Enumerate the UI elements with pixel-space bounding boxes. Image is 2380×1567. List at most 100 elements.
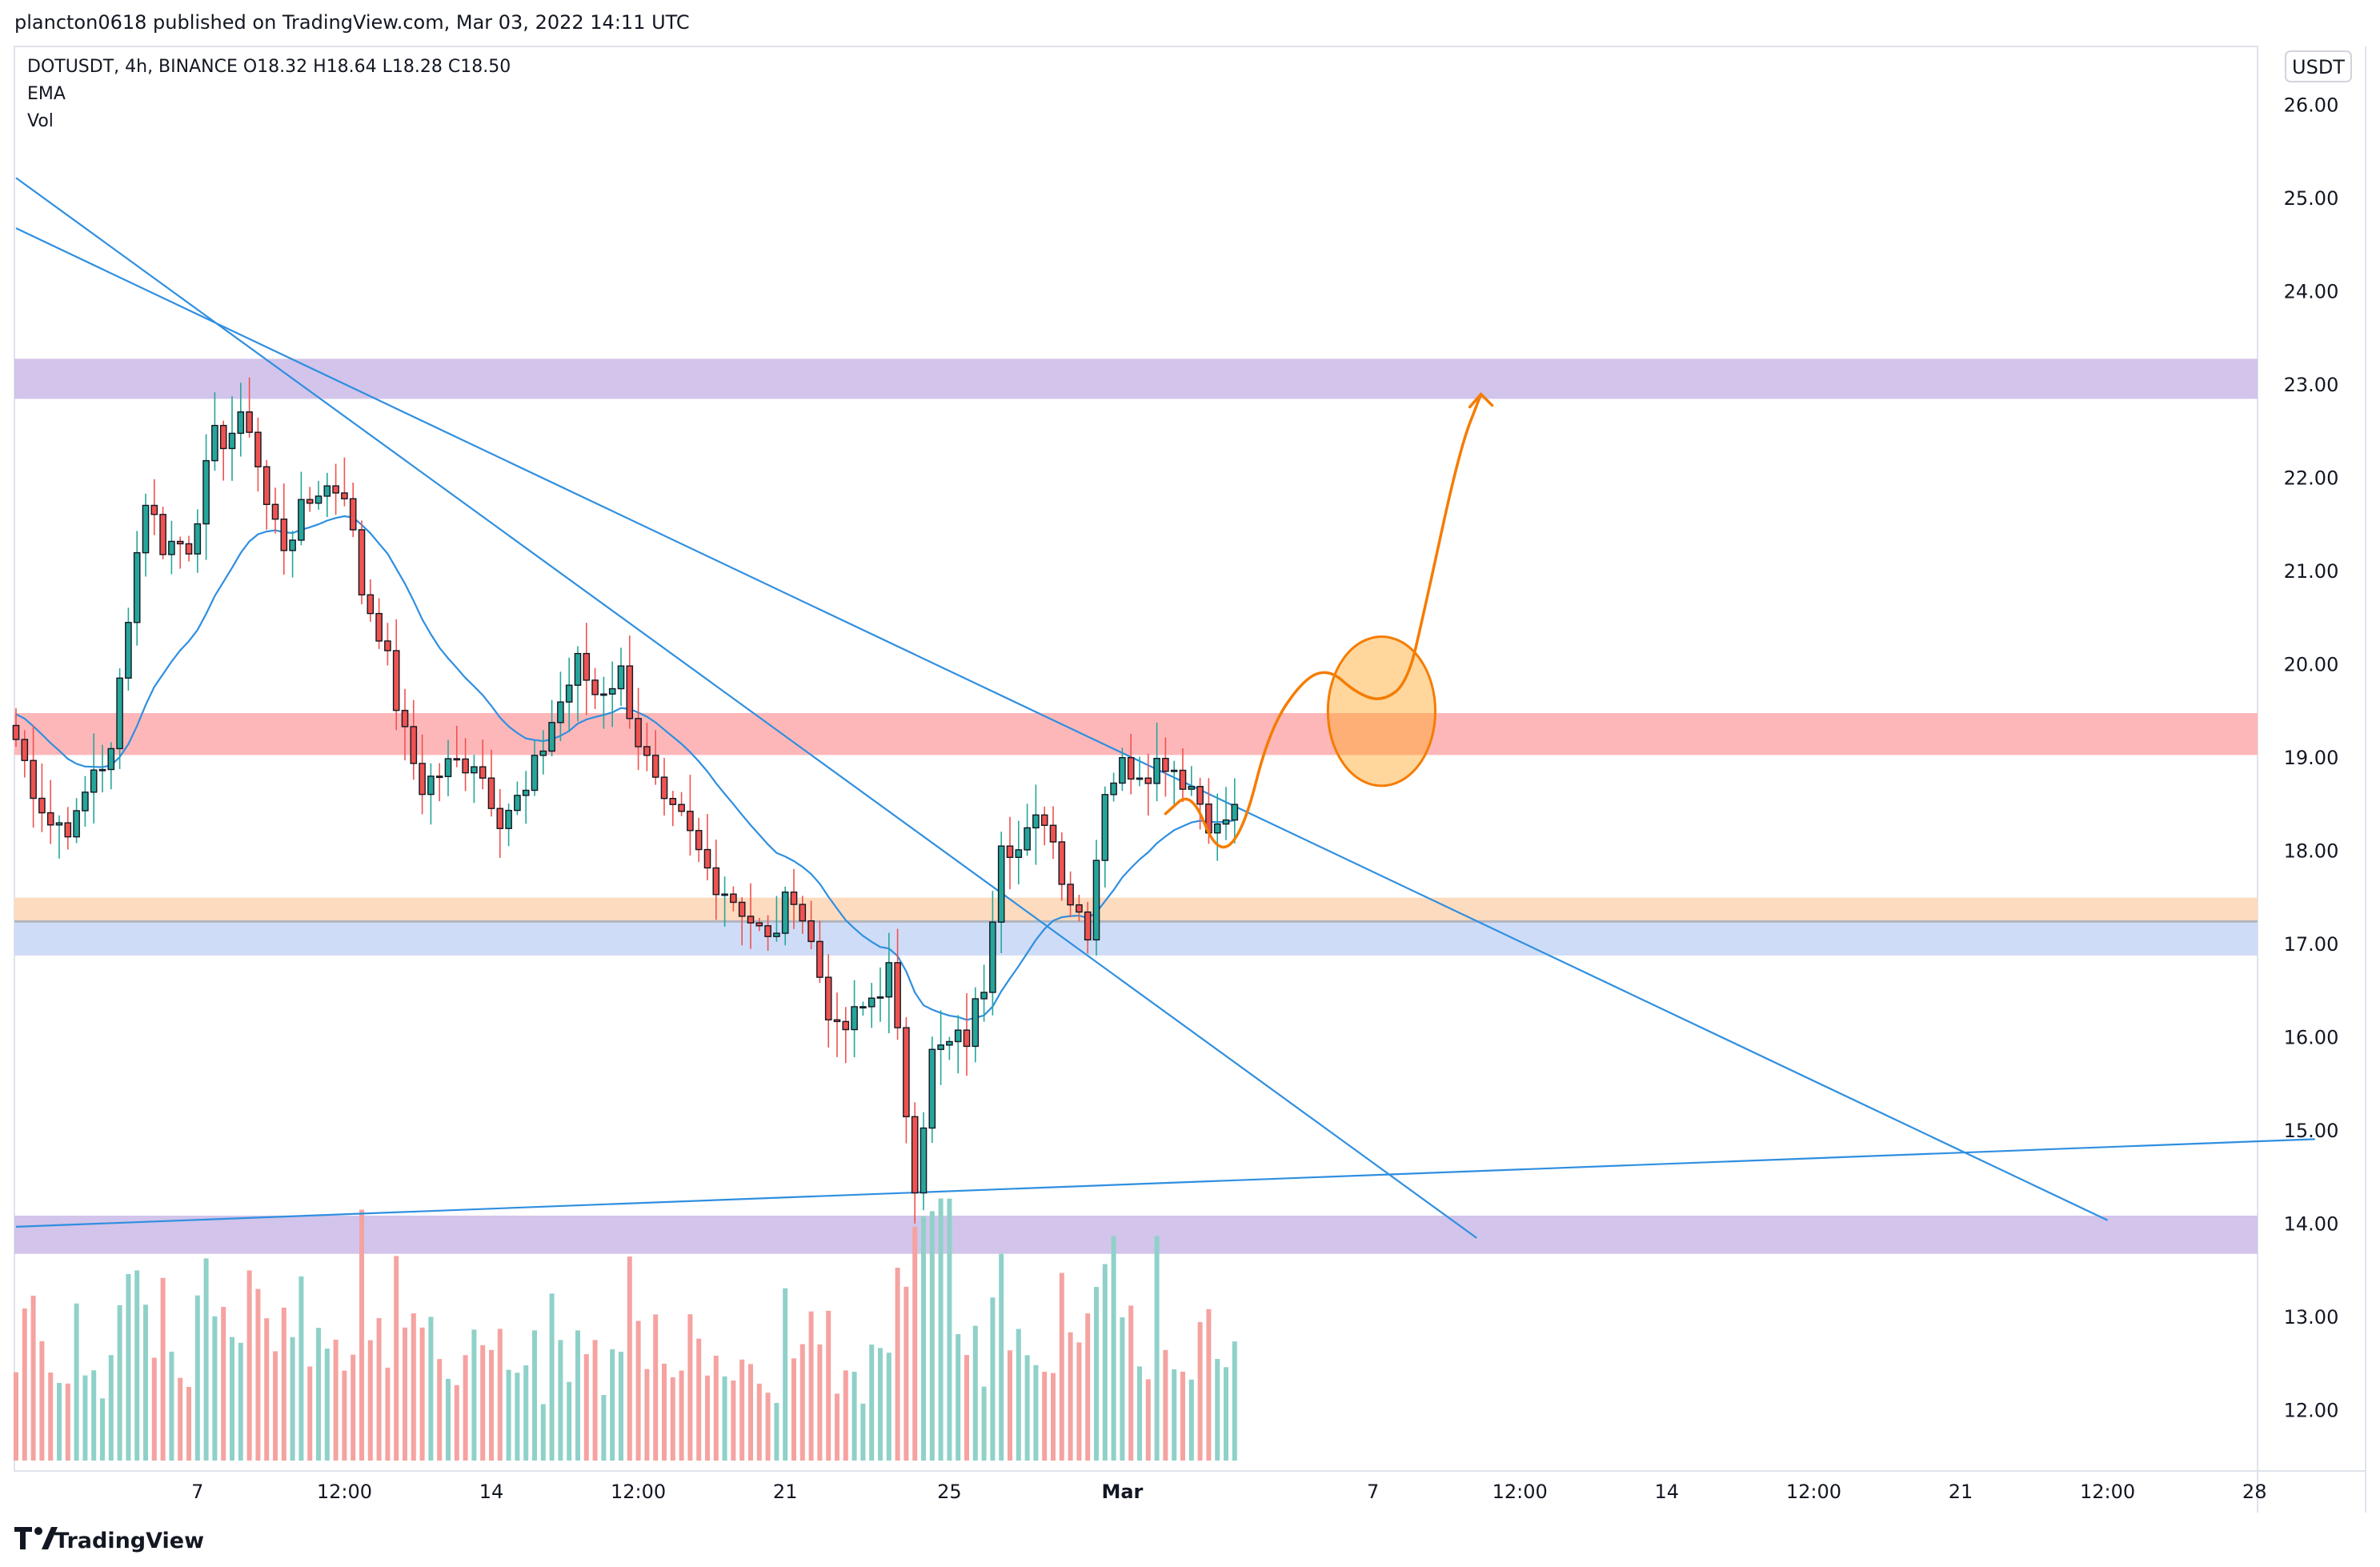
candle-body <box>159 514 166 555</box>
volume-bars <box>14 1198 1237 1461</box>
volume-bar <box>904 1286 909 1461</box>
currency-badge[interactable] <box>2285 50 2352 82</box>
volume-bar <box>1137 1366 1142 1461</box>
candle-body <box>669 798 677 805</box>
volume-bar <box>532 1330 537 1461</box>
candle-body <box>479 766 487 779</box>
candle-body <box>721 893 728 896</box>
time-tick-label: 12:00 <box>1493 1481 1548 1503</box>
candle-body <box>1153 757 1160 784</box>
zone-resistance <box>14 712 2258 755</box>
volume-bar <box>342 1370 347 1461</box>
time-tick-label: Mar <box>1101 1481 1143 1503</box>
candle-body <box>46 812 54 826</box>
candle-body <box>1032 814 1040 829</box>
candle-body <box>643 746 651 756</box>
volume-bar <box>1051 1373 1056 1461</box>
publish-info: plancton0618 published on TradingView.co… <box>14 11 690 34</box>
volume-bar <box>273 1351 278 1461</box>
candle-body <box>392 650 400 711</box>
volume-bar <box>428 1317 434 1461</box>
price-tick-label: 14.00 <box>2284 1212 2339 1235</box>
candle-body <box>920 1127 928 1194</box>
volume-bar <box>662 1363 667 1461</box>
candle-body <box>608 687 616 695</box>
candle-body <box>1231 804 1239 821</box>
candle-body <box>427 775 435 796</box>
volume-bar <box>14 1372 18 1461</box>
volume-bar <box>619 1352 623 1461</box>
volume-bar <box>575 1330 580 1461</box>
volume-bar <box>169 1351 174 1461</box>
volume-bar <box>134 1270 140 1461</box>
price-tick-label: 19.00 <box>2284 747 2339 769</box>
price-tick-label: 18.00 <box>2284 840 2339 862</box>
candle-body <box>142 504 150 554</box>
volume-bar <box>947 1198 952 1461</box>
volume-bar <box>281 1307 286 1461</box>
price-axis[interactable]: 26.00 25.00 24.00 23.00 22.00 21.00 20.00 19.00… <box>2284 94 2339 1421</box>
candle-body <box>583 652 591 681</box>
candle-body <box>626 665 634 719</box>
volume-bar <box>756 1383 762 1461</box>
volume-bar <box>523 1365 529 1461</box>
volume-bar <box>817 1344 823 1461</box>
volume-bar <box>203 1258 209 1461</box>
time-tick-label: 12:00 <box>2080 1481 2135 1503</box>
candle-body <box>989 921 996 993</box>
time-tick-label: 7 <box>1367 1481 1379 1503</box>
time-tick-label: 21 <box>1949 1481 1973 1503</box>
volume-bar <box>394 1256 399 1461</box>
volume-bar <box>48 1373 54 1461</box>
candle-body <box>842 1020 850 1031</box>
volume-bar <box>385 1367 391 1461</box>
volume-bar <box>489 1349 494 1461</box>
candle-body <box>55 822 63 826</box>
volume-bar <box>1076 1342 1082 1461</box>
volume-bar <box>65 1383 70 1461</box>
volume-bar <box>126 1273 131 1461</box>
candle-body <box>228 432 236 450</box>
candle-body <box>12 724 20 740</box>
candle-body <box>1162 757 1169 772</box>
candle-body <box>824 976 832 1021</box>
volume-bar <box>1154 1236 1160 1461</box>
volume-bar <box>687 1314 693 1461</box>
volume-bar <box>964 1355 969 1461</box>
candle-body <box>738 901 746 917</box>
candle-body <box>332 485 339 494</box>
price-tick-label: 25.00 <box>2284 187 2339 210</box>
volume-bar <box>713 1355 719 1461</box>
volume-bar <box>679 1370 684 1461</box>
volume-bar <box>1172 1369 1177 1461</box>
volume-bar <box>299 1276 304 1461</box>
candle-body <box>133 551 141 623</box>
candle-body <box>833 1019 841 1023</box>
volume-bar <box>212 1316 218 1461</box>
projection-drawing <box>1164 391 1494 849</box>
symbol-legend[interactable]: DOTUSDT, 4h, BINANCE O18.32 H18.64 L18.2… <box>27 57 511 77</box>
volume-bar <box>471 1329 477 1461</box>
candle-body <box>1024 827 1031 851</box>
candle-body <box>773 932 780 937</box>
candle-body <box>64 822 72 838</box>
volume-bar <box>1042 1372 1048 1461</box>
candle-body <box>548 722 555 752</box>
volume-bar <box>635 1321 641 1461</box>
highlight-circle <box>1326 635 1437 788</box>
candle-body <box>747 916 755 924</box>
time-axis[interactable]: 7 12:00 14 12:00 21 25 Mar 7 12:00 14 12:00 21 12:00… <box>191 1481 2266 1503</box>
vol-legend[interactable]: Vol <box>27 111 54 131</box>
volume-bar <box>1197 1321 1203 1461</box>
volume-bar <box>194 1295 200 1461</box>
volume-bar <box>411 1313 416 1461</box>
volume-bar <box>731 1380 736 1461</box>
ema-legend[interactable]: EMA <box>27 84 66 104</box>
volume-bar <box>1068 1332 1073 1461</box>
volume-bar <box>921 1216 926 1461</box>
candle-body <box>219 424 227 450</box>
candle-body <box>514 795 521 812</box>
volume-bar <box>117 1304 122 1461</box>
candle-body <box>1179 769 1187 790</box>
